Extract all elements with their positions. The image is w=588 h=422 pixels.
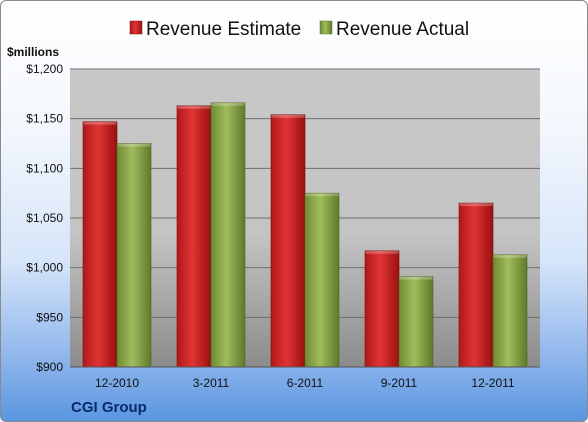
y-tick-label: $1,000 (26, 261, 63, 275)
bar-revenue-actual-highlight (399, 276, 433, 280)
legend: Revenue Estimate Revenue Actual (129, 19, 469, 40)
x-tick-label: 12-2010 (95, 376, 139, 390)
bar-revenue-estimate (458, 202, 494, 368)
bar-revenue-actual (304, 192, 340, 368)
bar-revenue-estimate (270, 114, 306, 368)
y-tick-label: $900 (36, 360, 63, 374)
company-name: CGI Group (71, 399, 147, 416)
bar-revenue-actual-highlight (211, 102, 245, 106)
legend-label-estimate: Revenue Estimate (146, 19, 301, 40)
x-tick-label: 6-2011 (287, 376, 324, 390)
y-tick-label: $1,100 (26, 161, 63, 175)
bar-revenue-actual-highlight (305, 193, 339, 197)
bar-revenue-actual-highlight (493, 254, 527, 258)
bar-revenue-estimate-highlight (365, 250, 399, 254)
y-tick-label: $1,150 (26, 112, 63, 126)
bar-revenue-actual (116, 143, 152, 368)
x-tick-label: 3-2011 (193, 376, 230, 390)
legend-swatch-estimate (129, 20, 143, 35)
bar-revenue-estimate-highlight (459, 203, 493, 207)
bar-revenue-estimate (364, 250, 400, 368)
bar-revenue-estimate-highlight (271, 114, 305, 118)
y-tick-label: $1,050 (26, 211, 63, 225)
x-axis-ticks: 12-2010 3-2011 6-2011 9-2011 12-2011 (95, 376, 515, 390)
bar-revenue-estimate-highlight (83, 121, 117, 125)
bar-revenue-actual (492, 254, 528, 368)
y-tick-label: $1,200 (26, 62, 63, 76)
x-tick-label: 9-2011 (381, 376, 418, 390)
bars (82, 102, 528, 368)
x-tick-label: 12-2011 (471, 376, 514, 390)
legend-swatch-actual (319, 20, 333, 35)
bar-revenue-actual (210, 102, 246, 368)
bar-revenue-actual-highlight (117, 143, 151, 147)
bar-revenue-estimate (82, 121, 118, 368)
bar-revenue-estimate (176, 105, 212, 368)
bar-revenue-actual (398, 276, 434, 368)
y-axis-unit-label: $millions (7, 45, 59, 59)
legend-label-actual: Revenue Actual (336, 19, 469, 40)
bar-revenue-estimate-highlight (177, 105, 211, 109)
y-axis-ticks: $900 $950 $1,000 $1,050 $1,100 $1,150 $1,200 (26, 62, 63, 374)
y-tick-label: $950 (36, 310, 63, 324)
